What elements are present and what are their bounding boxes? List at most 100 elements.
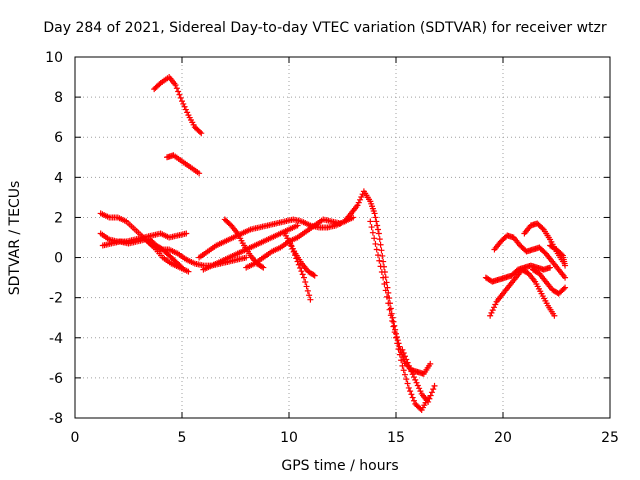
- data-point: [376, 257, 383, 264]
- x-tick-label: 20: [494, 430, 512, 446]
- data-point: [196, 170, 203, 177]
- data-point: [551, 312, 558, 319]
- data-point: [376, 236, 383, 243]
- data-point: [427, 392, 434, 399]
- data-point: [337, 220, 344, 227]
- series-arc-16: [487, 266, 558, 319]
- data-point: [395, 346, 402, 353]
- data-point: [413, 379, 420, 386]
- data-point: [384, 293, 391, 300]
- data-point: [385, 300, 392, 307]
- data-point: [367, 218, 374, 225]
- x-tick-label: 0: [71, 430, 80, 446]
- data-point: [431, 382, 438, 389]
- data-point: [380, 258, 387, 265]
- data-point: [198, 130, 205, 137]
- data-point: [372, 214, 379, 221]
- data-point: [558, 251, 565, 258]
- data-point: [307, 296, 314, 303]
- data-point: [390, 323, 397, 330]
- chart-title: Day 284 of 2021, Sidereal Day-to-day VTE…: [43, 20, 607, 36]
- data-point: [355, 199, 362, 206]
- data-point: [172, 82, 179, 89]
- y-tick-label: 8: [54, 90, 63, 106]
- data-point: [417, 388, 424, 395]
- data-point: [425, 398, 432, 405]
- data-point: [401, 371, 408, 378]
- axis-ticks: 0 5 10 15 20 25 -8 -6 -4 -2 0 2 4 6 8 10: [45, 50, 619, 446]
- data-point: [409, 371, 416, 378]
- data-point: [259, 263, 266, 270]
- data-point: [400, 350, 407, 357]
- data-points: [97, 74, 569, 413]
- data-point: [539, 225, 546, 232]
- data-point: [381, 281, 388, 288]
- data-point: [430, 386, 437, 393]
- series-arc-8: [200, 222, 301, 273]
- series-arc-17: [482, 262, 554, 285]
- data-point: [382, 287, 389, 294]
- data-point: [368, 224, 375, 231]
- series-arc-6: [146, 236, 185, 271]
- data-point: [562, 274, 569, 281]
- series-arc-12: [286, 238, 318, 279]
- data-point: [378, 268, 385, 275]
- series-arc-14: [367, 218, 432, 413]
- data-point: [182, 106, 189, 113]
- data-point: [173, 85, 180, 92]
- data-point: [403, 356, 410, 363]
- data-point: [399, 362, 406, 369]
- data-point: [310, 271, 317, 278]
- data-point: [387, 312, 394, 319]
- data-point: [350, 214, 357, 221]
- data-point: [407, 365, 414, 372]
- x-tick-label: 5: [178, 430, 187, 446]
- data-point: [300, 274, 307, 281]
- data-point: [560, 285, 567, 292]
- data-point: [369, 229, 376, 236]
- data-point: [401, 353, 408, 360]
- data-point: [183, 230, 190, 237]
- data-point: [375, 252, 382, 259]
- data-point: [377, 241, 384, 248]
- data-point: [562, 284, 569, 291]
- data-point: [380, 274, 387, 281]
- data-point: [294, 222, 301, 229]
- data-point: [404, 359, 411, 366]
- data-point: [391, 322, 398, 329]
- series-arc-2: [164, 152, 203, 177]
- plot-frame: [74, 56, 611, 419]
- data-point: [416, 385, 423, 392]
- data-point: [400, 367, 407, 374]
- data-point: [407, 388, 414, 395]
- data-point: [492, 301, 499, 308]
- data-point: [243, 254, 250, 261]
- y-tick-label: 4: [54, 170, 63, 186]
- series-arc-20: [547, 242, 569, 269]
- data-point: [403, 376, 410, 383]
- data-point: [426, 395, 433, 402]
- data-point: [386, 306, 393, 313]
- y-tick-label: -4: [49, 331, 63, 347]
- data-point: [371, 210, 378, 217]
- x-tick-label: 15: [387, 430, 405, 446]
- data-point: [371, 235, 378, 242]
- data-point: [396, 351, 403, 358]
- data-point: [489, 307, 496, 314]
- data-point: [410, 374, 417, 381]
- data-point: [405, 362, 412, 369]
- series-arc-21: [529, 266, 569, 297]
- data-point: [399, 346, 406, 353]
- data-point: [354, 202, 361, 209]
- data-point: [428, 389, 435, 396]
- series-arc-1: [151, 74, 205, 137]
- data-point: [562, 262, 569, 269]
- y-tick-label: 6: [54, 130, 63, 146]
- data-point: [412, 376, 419, 383]
- data-point: [177, 263, 184, 270]
- data-point: [180, 100, 187, 107]
- data-point: [260, 264, 267, 271]
- y-tick-label: -8: [49, 411, 63, 427]
- data-point: [398, 357, 405, 364]
- data-point: [487, 312, 494, 319]
